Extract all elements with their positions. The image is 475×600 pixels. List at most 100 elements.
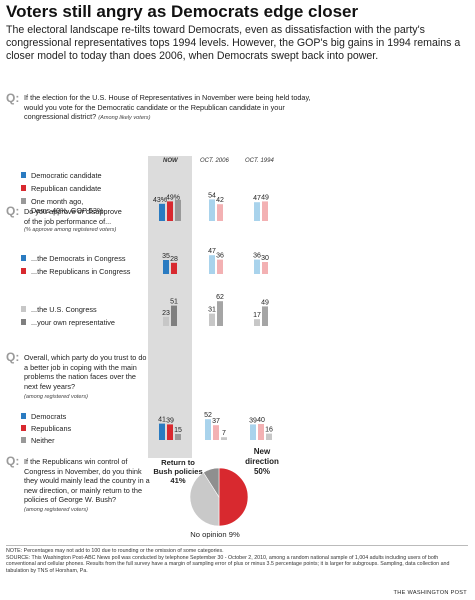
bar-chart3--your-own-representative-oct-1994 — [262, 306, 268, 326]
footnote: NOTE: Percentages may not add to 100 due… — [6, 548, 468, 574]
bar-chart2--the-democrats-in-congress-now — [163, 260, 169, 274]
bar-chart2--the-democrats-in-congress-oct-2006 — [209, 255, 215, 274]
legend-own-rep: ...your own representative — [31, 318, 115, 327]
q3-text: Overall, which party do you trust to do … — [24, 353, 148, 403]
value-label: 23 — [162, 310, 170, 317]
bar-chart4-republicans-now — [167, 424, 173, 440]
column-header-oct1994: OCT. 1994 — [245, 158, 274, 164]
legend-swatch-us-congress — [21, 306, 26, 312]
value-label: 7 — [222, 430, 226, 437]
bar-chart3--the-u-s-congress-now — [163, 316, 169, 326]
bar-chart4-republicans-oct-2006 — [213, 425, 219, 440]
q2-text: Do you approve or disapprove of the job … — [24, 207, 154, 236]
legend-us-congress: ...the U.S. Congress — [31, 305, 97, 314]
column-header-now: NOW — [163, 158, 178, 164]
pie-label-new-direction: direction — [245, 457, 279, 466]
pie-label-no-opinion: No opinion 9% — [190, 530, 240, 539]
legend-dems-congress: ...the Democrats in Congress — [31, 254, 126, 263]
pie-label-new-direction: New — [254, 447, 271, 456]
headline: Voters still angry as Democrats edge clo… — [6, 2, 359, 21]
value-label: 49% — [166, 194, 180, 201]
question-marker: Q: — [6, 204, 20, 218]
bar-chart4-democrats-oct-1994 — [250, 424, 256, 440]
q1-question: If the election for the U.S. House of Re… — [24, 93, 311, 122]
q3-note: (among registered voters) — [24, 394, 89, 401]
value-label: 49 — [261, 299, 269, 306]
bar-chart2--the-democrats-in-congress-oct-1994 — [254, 259, 260, 274]
legend-month-ago-values: Dems 40%, GOP 53% — [31, 206, 104, 215]
value-label: 16 — [265, 427, 273, 434]
legend-swatch-rep-candidate — [21, 185, 26, 191]
legend-swatch-neither — [21, 437, 26, 443]
pie-label-return-bush-pct: 41% — [170, 476, 185, 485]
legend-swatch-republicans — [21, 425, 26, 431]
value-label: 42 — [216, 197, 224, 204]
value-label: 35 — [162, 253, 170, 260]
value-label: 40 — [257, 417, 265, 424]
bar-chart4-neither-now — [175, 434, 181, 440]
legend-reps-congress: ...the Republicans in Congress — [31, 267, 131, 276]
pie-slice-no-opinion — [203, 467, 220, 499]
q4-question: If the Republicans win control of Congre… — [24, 457, 150, 505]
value-label: 39 — [166, 417, 174, 424]
bar-chart2--the-republicans-in-congress-oct-2006 — [217, 259, 223, 274]
bar-chart1-democratic-candidate-now — [159, 203, 165, 221]
value-label: 36 — [253, 253, 261, 260]
value-label: 28 — [170, 256, 178, 263]
bar-chart1-democratic-candidate-oct-1994 — [254, 202, 260, 221]
footnote-note: NOTE: Percentages may not add to 100 due… — [6, 548, 224, 554]
credit: THE WASHINGTON POST — [393, 590, 467, 596]
legend-month-ago: One month ago, — [31, 197, 84, 206]
legend-swatch-dems-congress — [21, 255, 26, 261]
question-marker: Q: — [6, 350, 20, 364]
legend-rep-candidate: Republican candidate — [31, 184, 102, 193]
legend-swatch-democrats — [21, 413, 26, 419]
bar-chart4-democrats-now — [159, 423, 165, 440]
legend-swatch-reps-congress — [21, 268, 26, 274]
bar-chart4-republicans-oct-1994 — [258, 424, 264, 440]
footer-rule — [6, 545, 468, 546]
question-marker: Q: — [6, 91, 20, 105]
q4-note: (among registered voters) — [24, 506, 89, 513]
value-label: 41 — [158, 417, 166, 424]
footnote-source: SOURCE: This Washington Post-ABC News po… — [6, 554, 450, 574]
value-label: 36 — [216, 253, 224, 260]
legend-dem-candidate: Democratic candidate — [31, 171, 102, 180]
pie-slice-new-direction — [218, 467, 249, 527]
legend-republicans: Republicans — [31, 424, 72, 433]
value-label: 52 — [204, 412, 212, 419]
bar-chart3--the-u-s-congress-oct-2006 — [209, 313, 215, 326]
value-label: 37 — [212, 418, 220, 425]
q1-note: (Among likely voters) — [98, 115, 151, 122]
bar-chart1-one-month-ago-dems-40-gop-53--now — [175, 199, 181, 221]
q2-question-line2: of the job performance of... — [24, 216, 112, 226]
value-label: 47 — [208, 248, 216, 255]
bar-chart1-republican-candidate-now — [167, 201, 173, 221]
value-label: 31 — [208, 307, 216, 314]
value-label: 51 — [170, 299, 178, 306]
legend-neither: Neither — [31, 436, 55, 445]
bar-chart1-republican-candidate-oct-2006 — [217, 204, 223, 221]
bar-chart4-neither-oct-1994 — [266, 433, 272, 440]
value-label: 49 — [261, 194, 269, 201]
legend-swatch-own-rep — [21, 319, 26, 325]
bar-chart3--the-u-s-congress-oct-1994 — [254, 319, 260, 326]
pie-label-return-bush: Return to — [161, 458, 195, 467]
bar-chart3--your-own-representative-now — [171, 305, 177, 326]
column-header-oct2006: OCT. 2006 — [200, 158, 229, 164]
value-label: 47 — [253, 195, 261, 202]
bar-chart3--your-own-representative-oct-2006 — [217, 301, 223, 326]
q1-text: If the election for the U.S. House of Re… — [24, 93, 324, 124]
value-label: 54 — [208, 192, 216, 199]
q2-question-line1: Do you approve or disapprove — [24, 207, 122, 216]
bar-chart1-democratic-candidate-oct-2006 — [209, 199, 215, 221]
value-label: 39 — [249, 417, 257, 424]
value-label: 62 — [216, 294, 224, 301]
bar-chart2--the-republicans-in-congress-oct-1994 — [262, 262, 268, 274]
bar-chart1-republican-candidate-oct-1994 — [262, 201, 268, 221]
bar-chart4-neither-oct-2006 — [221, 437, 227, 440]
q4-text: If the Republicans win control of Congre… — [24, 457, 154, 516]
value-label: 17 — [253, 312, 261, 319]
legend-swatch-dem-candidate — [21, 172, 26, 178]
